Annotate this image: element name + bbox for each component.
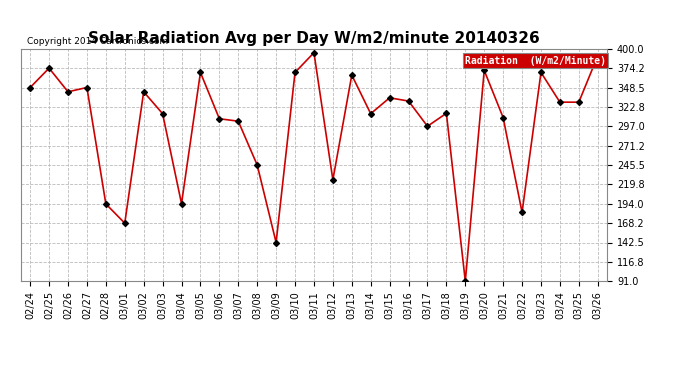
Text: Copyright 2014 Cartronics.com: Copyright 2014 Cartronics.com (26, 38, 168, 46)
Text: Radiation  (W/m2/Minute): Radiation (W/m2/Minute) (465, 56, 606, 66)
Title: Solar Radiation Avg per Day W/m2/minute 20140326: Solar Radiation Avg per Day W/m2/minute … (88, 31, 540, 46)
